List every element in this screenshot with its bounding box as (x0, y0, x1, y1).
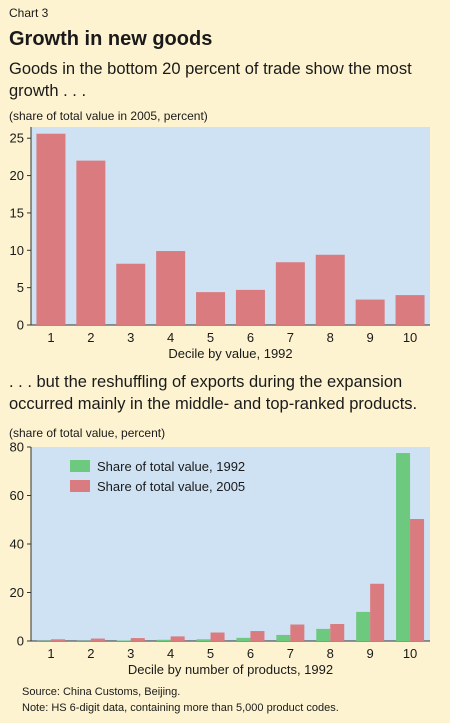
chart1-subtitle: Goods in the bottom 20 percent of trade … (9, 60, 412, 100)
chart1-bar (275, 262, 305, 325)
chart2-x-tick-label: 9 (367, 646, 374, 661)
chart1-x-tick-label: 8 (327, 330, 334, 345)
chart2-x-tick-label: 3 (127, 646, 134, 661)
chart2-bar-2005 (330, 624, 345, 641)
chart1-x-tick-label: 2 (87, 330, 94, 345)
chart1-x-tick-label: 7 (287, 330, 294, 345)
chart1-x-tick-label: 5 (207, 330, 214, 345)
chart2-y-tick-label: 80 (10, 440, 24, 455)
legend-swatch-1992 (70, 460, 90, 472)
chart2-bar-1992 (356, 611, 371, 641)
chart1-bar (395, 295, 425, 325)
chart2-x-tick-label: 2 (87, 646, 94, 661)
chart1-x-tick-label: 3 (127, 330, 134, 345)
chart2-bar-2005 (410, 519, 425, 641)
chart1-x-tick-label: 4 (167, 330, 174, 345)
chart1-x-tick-label: 1 (47, 330, 54, 345)
chart1-bar (76, 160, 106, 325)
chart-title: Growth in new goods (9, 28, 213, 50)
chart2-bar-1992 (396, 453, 411, 641)
chart2-x-axis-title: Decile by number of products, 1992 (128, 662, 333, 677)
chart1-y-tick-label: 10 (10, 243, 24, 258)
chart2-bar-2005 (210, 632, 225, 641)
chart2-y-tick-label: 60 (10, 488, 24, 503)
chart1-bar (156, 251, 186, 325)
chart2-bar-1992 (316, 628, 331, 641)
chart2-bar-2005 (370, 583, 385, 641)
chart1-y-tick-label: 25 (10, 131, 24, 146)
chart2-bar-1992 (276, 634, 291, 641)
chart2-y-tick-label: 20 (10, 585, 24, 600)
chart1-unit-label: (share of total value in 2005, percent) (9, 109, 208, 123)
chart1-y-tick-label: 15 (10, 205, 24, 220)
chart2-bar-2005 (130, 638, 145, 641)
legend-label-1992: Share of total value, 1992 (97, 459, 245, 474)
chart2-x-tick-label: 8 (327, 646, 334, 661)
chart1-bar (116, 263, 146, 325)
chart2-bar-2005 (90, 638, 105, 641)
chart1-bar (196, 292, 226, 325)
chart1-y-tick-label: 0 (17, 318, 24, 333)
data-note: Note: HS 6-digit data, containing more t… (22, 702, 339, 714)
chart-number: Chart 3 (9, 6, 49, 20)
chart2-x-tick-label: 1 (47, 646, 54, 661)
chart2-bar-2005 (170, 636, 185, 641)
chart2-bar-1992 (156, 639, 171, 641)
chart2-y-tick-label: 0 (17, 634, 24, 649)
chart2-x-tick-label: 7 (287, 646, 294, 661)
chart2-x-tick-label: 6 (247, 646, 254, 661)
chart2-x-tick-label: 4 (167, 646, 174, 661)
chart2-bar-2005 (50, 639, 65, 641)
chart2-y-tick-label: 40 (10, 537, 24, 552)
chart1-bar (315, 254, 345, 325)
chart1-y-tick-label: 20 (10, 168, 24, 183)
chart1-x-axis-title: Decile by value, 1992 (168, 346, 292, 361)
chart1-x-tick-label: 6 (247, 330, 254, 345)
chart2-unit-label: (share of total value, percent) (9, 426, 166, 440)
chart2-bar-2005 (290, 624, 305, 641)
chart1-y-tick-label: 5 (17, 280, 24, 295)
chart2-plot-area (31, 447, 430, 641)
chart2-bar-1992 (196, 639, 211, 641)
chart1-x-tick-label: 10 (403, 330, 417, 345)
chart1-bar (235, 289, 265, 325)
chart2-subtitle: . . . but the reshuffling of exports dur… (9, 373, 418, 413)
chart2-x-tick-label: 10 (403, 646, 417, 661)
chart2-x-tick-label: 5 (207, 646, 214, 661)
chart2-bar-2005 (250, 631, 265, 641)
chart1-x-tick-label: 9 (367, 330, 374, 345)
chart2-bar-1992 (236, 637, 251, 641)
legend-swatch-2005 (70, 480, 90, 492)
chart1-bar (355, 299, 385, 325)
source-note: Source: China Customs, Beijing. (22, 686, 181, 698)
legend-label-2005: Share of total value, 2005 (97, 479, 245, 494)
chart1-bar (36, 133, 66, 325)
